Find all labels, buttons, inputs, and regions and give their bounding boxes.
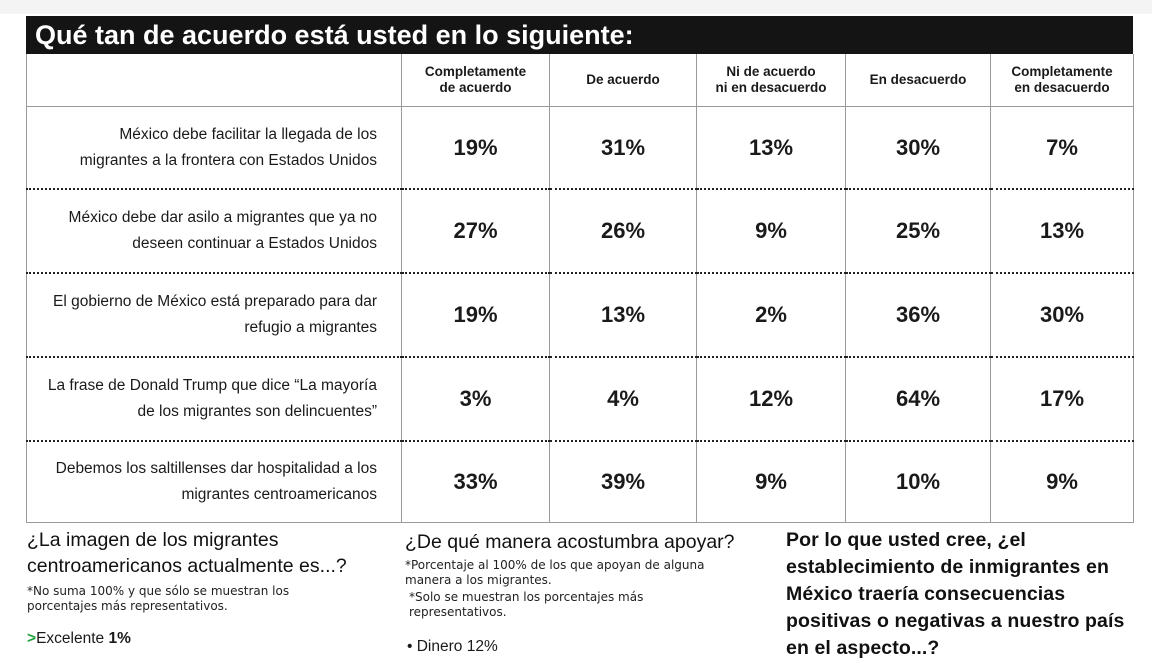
header-de-acuerdo: De acuerdo: [549, 54, 697, 107]
survey-title: Qué tan de acuerdo está usted en lo sigu…: [26, 16, 1133, 54]
value-cell: 64%: [845, 357, 991, 442]
value-cell: 19%: [401, 106, 550, 190]
value-cell: 30%: [845, 106, 991, 190]
arrow-icon: >: [27, 630, 37, 647]
header-completamente-de-acuerdo: Completamente de acuerdo: [401, 54, 550, 107]
statement: México debe dar asilo a migrantes que ya…: [26, 189, 402, 274]
item-label: Excelente: [36, 630, 105, 647]
value-cell: 13%: [549, 273, 697, 358]
support-section: ¿De qué manera acostumbra apoyar? *Porce…: [405, 527, 735, 656]
image-note: *No suma 100% y que sólo se muestran los…: [27, 584, 290, 613]
statement: México debe facilitar la llegada de los …: [26, 106, 402, 190]
value-cell: 3%: [401, 357, 550, 442]
value-cell: 17%: [990, 357, 1134, 442]
value-cell: 27%: [401, 189, 550, 274]
value-cell: 2%: [696, 273, 846, 358]
value-cell: 19%: [401, 273, 550, 358]
value-cell: 26%: [549, 189, 697, 274]
value-cell: 39%: [549, 441, 697, 523]
value-cell: 9%: [990, 441, 1134, 523]
survey-table: Completamente de acuerdo De acuerdo Ni d…: [26, 54, 1134, 523]
header-row: Completamente de acuerdo De acuerdo Ni d…: [26, 54, 1134, 107]
value-cell: 30%: [990, 273, 1134, 358]
table-row: El gobierno de México está preparado par…: [26, 273, 1134, 358]
header-en-desacuerdo: En desacuerdo: [845, 54, 991, 107]
value-cell: 36%: [845, 273, 991, 358]
image-question: ¿La imagen de los migrantes centroameric…: [27, 529, 347, 577]
value-cell: 10%: [845, 441, 991, 523]
support-note-1: *Porcentaje al 100% de los que apoyan de…: [405, 558, 705, 587]
header-completamente-en-desacuerdo: Completamente en desacuerdo: [990, 54, 1134, 107]
table-row: Debemos los saltillenses dar hospitalida…: [26, 441, 1134, 523]
value-cell: 7%: [990, 106, 1134, 190]
list-item: >Excelente 1%: [27, 630, 382, 648]
consequences-section: Por lo que usted cree, ¿el establecimien…: [786, 527, 1136, 662]
support-question: ¿De qué manera acostumbra apoyar?: [405, 531, 735, 553]
top-strip: [0, 0, 1152, 14]
value-cell: 25%: [845, 189, 991, 274]
image-section: ¿La imagen de los migrantes centroameric…: [27, 527, 382, 648]
table-row: México debe facilitar la llegada de los …: [26, 106, 1134, 190]
consequences-question: Por lo que usted cree, ¿el establecimien…: [786, 529, 1125, 659]
value-cell: 9%: [696, 441, 846, 523]
statement: Debemos los saltillenses dar hospitalida…: [26, 441, 402, 523]
value-cell: 4%: [549, 357, 697, 442]
value-cell: 13%: [696, 106, 846, 190]
header-neutral: Ni de acuerdo ni en desacuerdo: [696, 54, 846, 107]
value-cell: 31%: [549, 106, 697, 190]
value-cell: 9%: [696, 189, 846, 274]
header-blank: [26, 54, 402, 107]
value-cell: 33%: [401, 441, 550, 523]
item-value: 1%: [108, 630, 131, 647]
list-item: • Dinero 12%: [407, 638, 498, 655]
statement: El gobierno de México está preparado par…: [26, 273, 402, 358]
value-cell: 13%: [990, 189, 1134, 274]
table-row: México debe dar asilo a migrantes que ya…: [26, 189, 1134, 274]
table-row: La frase de Donald Trump que dice “La ma…: [26, 357, 1134, 442]
support-note-2: *Solo se muestran los porcentajes más re…: [409, 590, 644, 619]
value-cell: 12%: [696, 357, 846, 442]
statement: La frase de Donald Trump que dice “La ma…: [26, 357, 402, 442]
